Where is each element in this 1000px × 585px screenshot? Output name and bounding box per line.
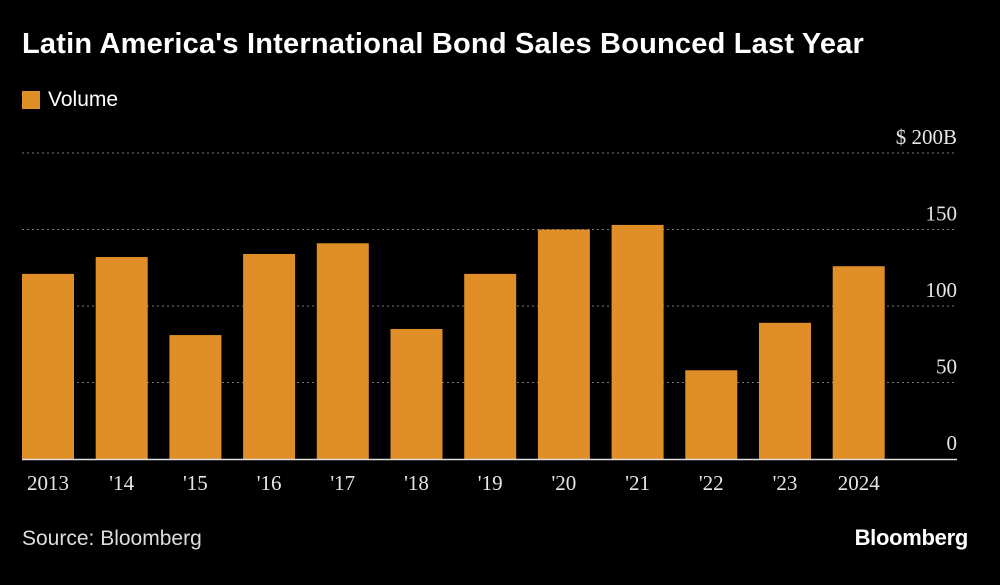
legend: Volume — [22, 88, 118, 112]
legend-swatch — [22, 91, 40, 109]
x-tick-label: '23 — [773, 471, 798, 495]
x-tick-label: '21 — [625, 471, 650, 495]
bar — [243, 253, 296, 459]
bar — [685, 370, 738, 459]
chart-title: Latin America's International Bond Sales… — [22, 28, 865, 60]
bar — [390, 328, 443, 459]
bar — [464, 273, 517, 459]
bloomberg-logo: Bloomberg — [854, 525, 969, 550]
bar — [316, 243, 369, 459]
x-tick-label: 2024 — [838, 471, 881, 495]
bar — [832, 266, 885, 459]
x-tick-label: '17 — [330, 471, 355, 495]
source-note: Source: Bloomberg — [22, 527, 202, 550]
x-tick-label: '18 — [404, 471, 429, 495]
y-tick-label: 0 — [947, 431, 958, 455]
x-tick-label: 2013 — [27, 471, 69, 495]
y-tick-label: $ 200B — [896, 125, 957, 149]
bar — [537, 229, 590, 459]
x-tick-label: '22 — [699, 471, 724, 495]
x-tick-label: '15 — [183, 471, 208, 495]
y-tick-label: 150 — [926, 202, 958, 226]
y-tick-label: 100 — [926, 278, 958, 302]
bar — [611, 224, 664, 459]
y-tick-label: 50 — [936, 355, 957, 379]
bar — [22, 273, 74, 459]
x-tick-label: '19 — [478, 471, 503, 495]
bar — [759, 322, 811, 459]
bar — [95, 257, 148, 459]
legend-label: Volume — [48, 88, 119, 111]
x-tick-label: '14 — [109, 471, 134, 495]
x-tick-label: '16 — [257, 471, 282, 495]
x-tick-label: '20 — [552, 471, 577, 495]
bar — [169, 335, 222, 459]
